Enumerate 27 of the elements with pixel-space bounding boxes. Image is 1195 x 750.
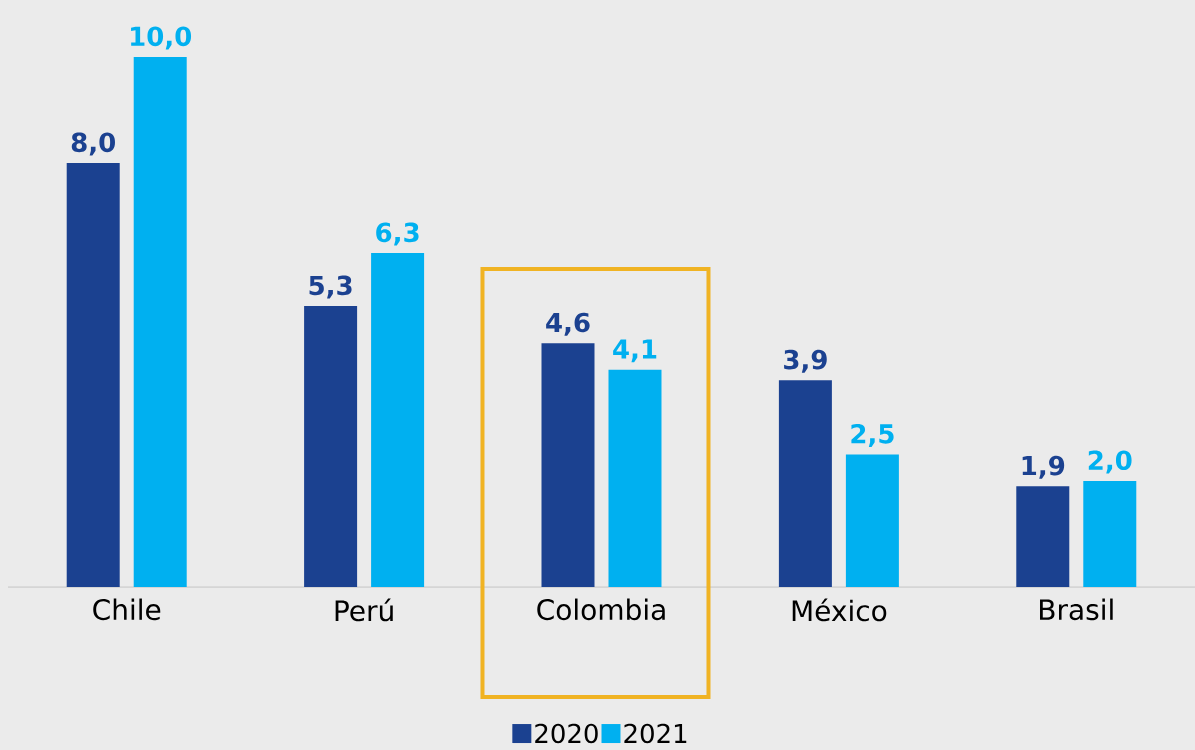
legend-label: 2020: [535, 723, 598, 744]
x-tick-label: México: [792, 598, 887, 622]
data-label: 2,5: [851, 423, 894, 447]
x-tick-label: Perú: [335, 598, 393, 622]
data-label: 2,0: [1088, 450, 1132, 474]
data-label: 8,0: [71, 132, 115, 156]
bar: [541, 343, 595, 587]
bar: [304, 306, 358, 587]
data-label: 5,3: [309, 275, 352, 299]
bar: [845, 454, 899, 587]
x-tick-label: Colombia: [537, 598, 665, 621]
data-label: 4,1: [613, 339, 657, 363]
data-label: 10,0: [131, 26, 192, 50]
bar: [371, 253, 425, 587]
bar: [1083, 480, 1137, 587]
bar: [778, 380, 832, 587]
x-tick-label: Brasil: [1040, 598, 1113, 621]
data-label: 1,9: [1022, 455, 1065, 479]
bar: [133, 57, 187, 587]
bar: [66, 163, 120, 587]
x-tick-label: Chile: [93, 598, 161, 621]
data-label: 6,3: [376, 222, 419, 246]
data-label: 4,6: [546, 312, 590, 336]
bar: [608, 369, 662, 587]
data-label: 3,9: [784, 349, 827, 373]
bar: [1016, 486, 1070, 587]
legend-label: 2021: [624, 723, 687, 744]
